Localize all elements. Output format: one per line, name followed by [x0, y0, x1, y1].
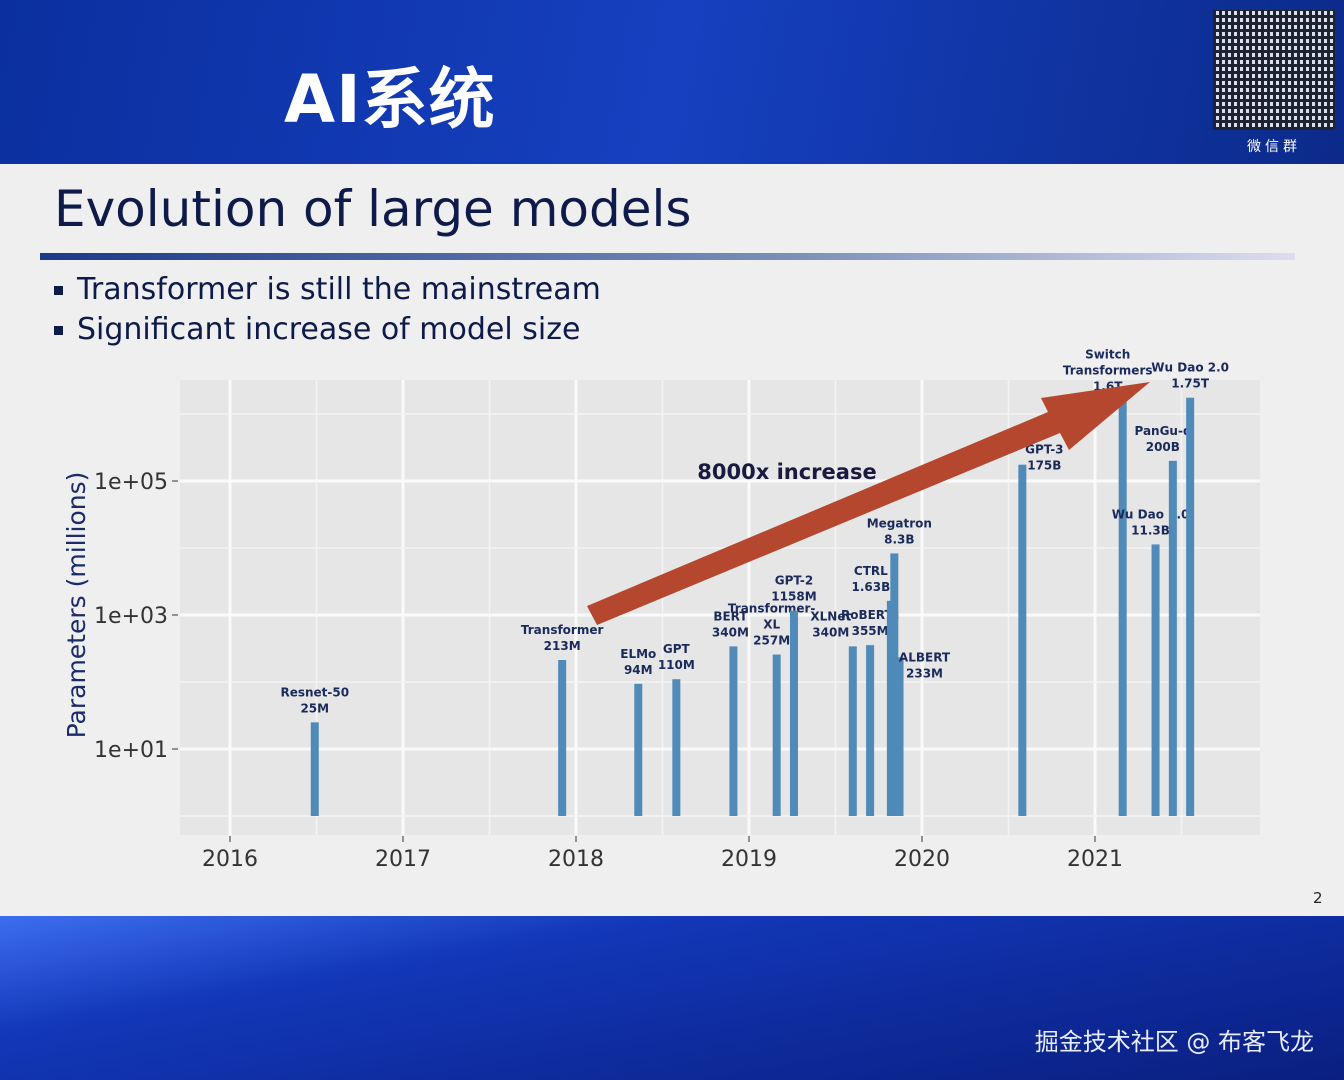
bar-roberta [866, 645, 875, 816]
bar-megatron [890, 553, 899, 816]
header-title: AI系统 [284, 61, 496, 138]
bar-pangu- [1168, 460, 1177, 816]
bar-bert [729, 646, 738, 816]
trend-arrow [587, 382, 1150, 625]
annotation-text: 8000x increase [697, 460, 876, 484]
x-tick-label: 2021 [1067, 847, 1123, 872]
bar-resnet-50 [310, 722, 319, 816]
data-label: Transformer 213M [521, 623, 604, 653]
bar-xlnet [848, 646, 857, 816]
bullet-text: Significant increase of model size [77, 312, 581, 347]
data-label: ALBERT 233M [899, 650, 951, 680]
bar-transformer [558, 659, 567, 816]
footer-banner [0, 916, 1344, 1080]
bar-gpt-3 [1018, 464, 1027, 816]
bar-wu-dao-2-0 [1186, 397, 1195, 816]
data-label: Resnet-50 25M [280, 685, 349, 715]
qr-label: 微信群 [1247, 139, 1301, 155]
y-tick-label: 1e+03 [94, 604, 168, 629]
data-label: GPT-2 1158M [771, 574, 816, 604]
data-label: BERT 340M [712, 609, 749, 639]
bullet-icon [54, 286, 63, 295]
data-label: GPT 110M [658, 642, 695, 672]
title-divider [40, 253, 1295, 260]
y-axis-label: Parameters (millions) [62, 472, 91, 739]
page-number: 2 [1313, 889, 1323, 907]
x-tick-label: 2017 [375, 847, 431, 872]
bar-gpt-2 [789, 610, 798, 816]
data-label: GPT-3 175B [1025, 443, 1063, 473]
data-label: CTRL 1.63B [851, 564, 890, 594]
qr-code [1213, 10, 1335, 130]
header-banner [0, 0, 1344, 164]
bar-transformer-xl [772, 654, 781, 816]
data-label: RoBERTa 355M [841, 608, 899, 638]
data-label: Switch Transformers 1.6T [1063, 347, 1153, 393]
bullet-text: Transformer is still the mainstream [77, 272, 601, 307]
slide-title: Evolution of large models [54, 180, 692, 238]
bullet-icon [54, 326, 63, 335]
bar-wu-dao-1-0 [1151, 544, 1160, 816]
data-label: ELMo 94M [620, 647, 656, 677]
x-tick-label: 2018 [548, 847, 604, 872]
data-label: Megatron 8.3B [867, 516, 932, 546]
plot-area [180, 380, 1260, 835]
bar-albert [895, 657, 904, 816]
x-tick-label: 2019 [721, 847, 777, 872]
bar-switch-transformers [1118, 400, 1127, 816]
y-tick-label: 1e+05 [94, 470, 168, 495]
data-label: XLNet 340M [810, 609, 851, 639]
bullet-item: Significant increase of model size [54, 312, 580, 347]
y-tick-label: 1e+01 [94, 738, 168, 763]
bullet-item: Transformer is still the mainstream [54, 272, 601, 307]
bar-gpt [672, 679, 681, 816]
data-label: PanGu-α 200B [1134, 424, 1191, 454]
bar-elmo [634, 683, 643, 816]
x-tick-label: 2016 [202, 847, 258, 872]
watermark: 掘金技术社区 @ 布客飞龙 [1034, 1028, 1314, 1056]
x-tick-label: 2020 [894, 847, 950, 872]
data-label: Wu Dao 2.0 1.75T [1151, 361, 1229, 391]
